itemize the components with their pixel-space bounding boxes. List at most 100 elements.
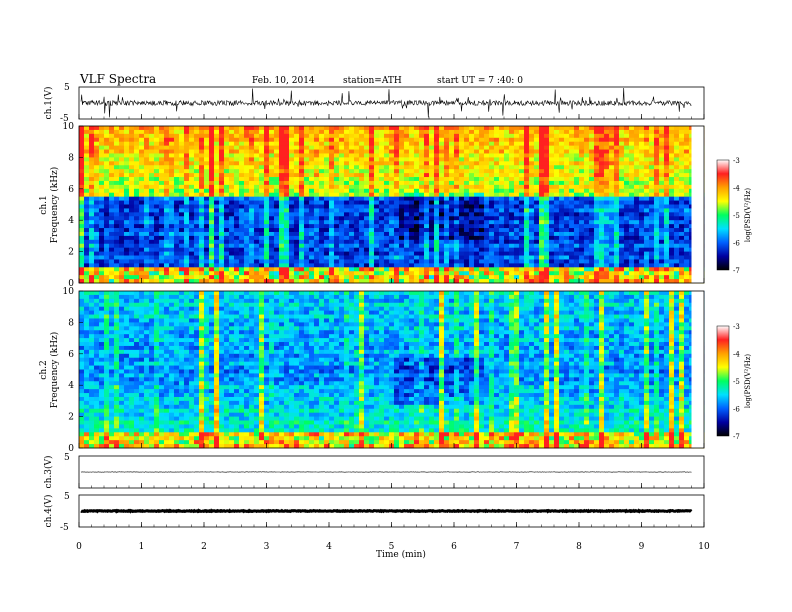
spectrogram-cell [679, 247, 685, 253]
spectrogram-cell [669, 235, 675, 241]
spectrogram-cell [214, 279, 220, 284]
spectrogram-cell [129, 228, 135, 233]
spectrogram-cell [429, 165, 435, 170]
spectrogram-cell [164, 208, 170, 213]
spectrogram-cell [509, 126, 515, 131]
spectrogram-cell [319, 177, 325, 182]
spectrogram-cell [79, 220, 85, 225]
spectrogram-cell [99, 173, 105, 178]
spectrogram-cell [244, 177, 250, 182]
spectrogram-cell [639, 173, 645, 178]
spectrogram-cell [484, 259, 490, 264]
spectrogram-cell [469, 263, 475, 268]
spectrogram-cell [379, 235, 385, 241]
spectrogram-cell [319, 149, 325, 154]
spectrogram-cell [384, 192, 390, 198]
spectrogram-cell [229, 267, 235, 272]
spectrogram-cell [614, 208, 620, 213]
spectrogram-cell [354, 196, 360, 201]
spectrogram-cell [84, 141, 90, 147]
spectrogram-cell [309, 200, 315, 205]
spectrogram-cell [104, 259, 110, 264]
spectrogram-cell [434, 271, 440, 276]
spectrogram-cell [639, 165, 645, 170]
spectrogram-cell [364, 208, 370, 213]
spectrogram-cell [354, 145, 360, 150]
spectrogram-cell [419, 145, 425, 150]
spectrogram-cell [84, 239, 90, 245]
spectrogram-cell [454, 235, 460, 241]
spectrogram-cell [549, 204, 555, 209]
spectrogram-cell [209, 251, 215, 256]
spectrogram-cell [684, 180, 690, 186]
spectrogram-cell [489, 224, 495, 229]
spectrogram-cell [424, 216, 430, 221]
spectrogram-cell [224, 243, 230, 249]
spectrogram-cell [529, 137, 535, 143]
spectrogram-cell [84, 133, 90, 139]
spectrogram-cell [639, 149, 645, 154]
spectrogram-cell [664, 228, 670, 233]
spectrogram-cell [609, 137, 615, 143]
spectrogram-cell [474, 180, 480, 186]
spectrogram-cell [669, 173, 675, 178]
spectrogram-cell [454, 161, 460, 166]
spectrogram-cell [249, 192, 255, 198]
spectrogram-cell [444, 247, 450, 253]
spectrogram-cell [414, 251, 420, 256]
spectrogram-cell [604, 200, 610, 205]
spectrogram-cell [469, 133, 475, 139]
spectrogram-cell [384, 251, 390, 256]
spectrogram-cell [519, 192, 525, 198]
spectrogram-cell [244, 216, 250, 221]
spectrogram-cell [384, 220, 390, 225]
spectrogram-cell [339, 212, 345, 217]
spectrogram-cell [259, 192, 265, 198]
spectrogram-cell [229, 239, 235, 245]
spectrogram-cell [79, 129, 85, 135]
spectrogram-cell [184, 259, 190, 264]
spectrogram-cell [199, 263, 205, 268]
spectrogram-cell [489, 200, 495, 205]
spectrogram-cell [119, 180, 125, 186]
spectrogram-cell [549, 216, 555, 221]
spectrogram-cell [314, 208, 320, 213]
spectrogram-cell [374, 145, 380, 150]
spectrogram-cell [219, 149, 225, 154]
spectrogram-cell [204, 239, 210, 245]
spectrogram-cell [189, 208, 195, 213]
spectrogram-cell [509, 141, 515, 147]
spectrogram-cell [299, 279, 305, 284]
spectrogram-cell [354, 204, 360, 209]
spectrogram-cell [314, 200, 320, 205]
spectrogram-cell [424, 259, 430, 264]
spectrogram-cell [139, 153, 145, 158]
spectrogram-cell [314, 275, 320, 280]
spectrogram-cell [474, 220, 480, 225]
spectrogram-cell [214, 149, 220, 154]
spectrogram-cell [279, 279, 285, 284]
spectrogram-cell [184, 192, 190, 198]
spectrogram-cell [549, 212, 555, 217]
spectrogram-cell [259, 200, 265, 205]
spectrogram-cell [259, 228, 265, 233]
spectrogram-cell [494, 169, 500, 174]
spectrogram-cell [169, 275, 175, 280]
spectrogram-cell [274, 239, 280, 245]
spectrogram-cell [404, 188, 410, 194]
spectrogram-cell [199, 129, 205, 135]
spectrogram-cell [499, 184, 505, 190]
spectrogram-cell [419, 216, 425, 221]
spectrogram-cell [194, 177, 200, 182]
spectrogram-cell [564, 267, 570, 272]
spectrogram-cell [584, 169, 590, 174]
spectrogram-cell [254, 192, 260, 198]
spectrogram-cell [529, 224, 535, 229]
spectrogram-cell [629, 231, 635, 237]
spectrogram-cell [359, 239, 365, 245]
spectrogram-cell [274, 169, 280, 174]
spectrogram-cell [599, 180, 605, 186]
spectrogram-cell [369, 157, 375, 162]
spectrogram-cell [279, 228, 285, 233]
spectrogram-cell [139, 231, 145, 237]
